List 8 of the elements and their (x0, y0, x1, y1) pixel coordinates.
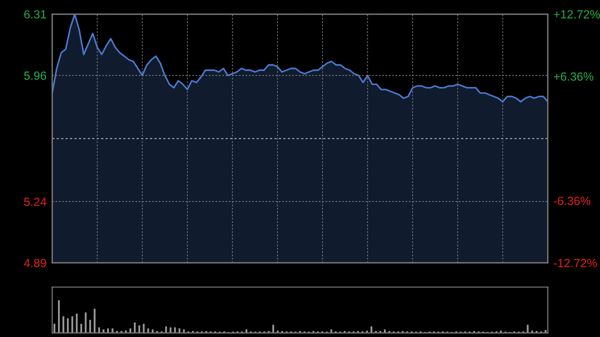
y2-tick-label: -12.72% (554, 258, 597, 268)
y2-tick-label: +6.36% (554, 72, 594, 81)
y2-tick-label: -6.36% (554, 196, 590, 206)
y-tick-label: 6.31 (24, 10, 46, 19)
y-tick-label: 5.24 (24, 198, 46, 206)
y-tick-label: 4.89 (24, 258, 46, 268)
y-tick-label: 5.96 (24, 71, 46, 80)
y2-tick-label: +12.72% (554, 10, 600, 18)
